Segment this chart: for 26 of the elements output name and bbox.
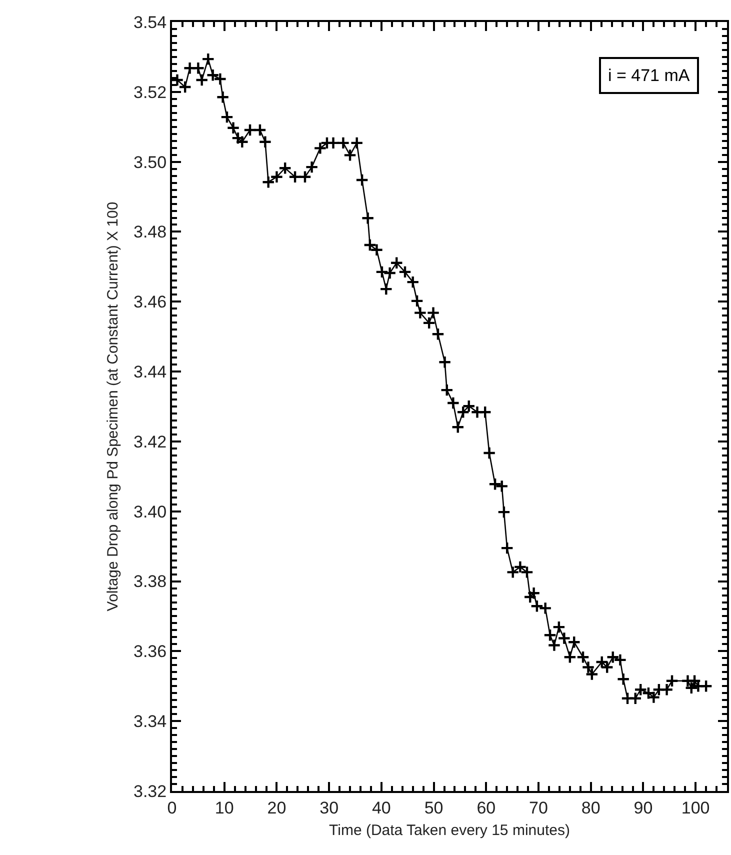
x-tick-label: 50 (424, 798, 444, 818)
y-tick-label: 3.46 (134, 292, 167, 312)
y-tick-label: 3.42 (134, 432, 167, 452)
x-tick-label: 100 (681, 798, 710, 818)
x-tick-label: 70 (529, 798, 548, 818)
y-axis-title: Voltage Drop along Pd Specimen (at Constant Current) X 100 (104, 202, 122, 612)
x-tick-label: 0 (167, 798, 177, 818)
y-tick-label: 3.52 (134, 82, 167, 102)
x-tick-label: 80 (581, 798, 600, 818)
y-tick-label: 3.38 (134, 572, 167, 592)
y-tick-label: 3.34 (134, 712, 167, 732)
x-tick-label: 20 (267, 798, 286, 818)
y-tick-label: 3.54 (134, 12, 167, 32)
x-axis-title: Time (Data Taken every 15 minutes) (329, 822, 570, 839)
y-tick-label: 3.50 (134, 152, 167, 172)
y-tick-label: 3.32 (134, 782, 167, 801)
x-tick-label: 10 (214, 798, 234, 818)
y-tick-label: 3.40 (134, 502, 167, 522)
annotation: i = 471 mA (608, 66, 690, 85)
y-tick-label: 3.44 (134, 362, 167, 382)
y-tick-label: 3.48 (134, 222, 167, 242)
x-tick-label: 60 (476, 798, 496, 818)
x-tick-label: 30 (320, 798, 339, 818)
x-tick-label: 90 (634, 798, 653, 818)
x-tick-label: 40 (372, 798, 391, 818)
y-tick-label: 3.36 (134, 642, 167, 662)
